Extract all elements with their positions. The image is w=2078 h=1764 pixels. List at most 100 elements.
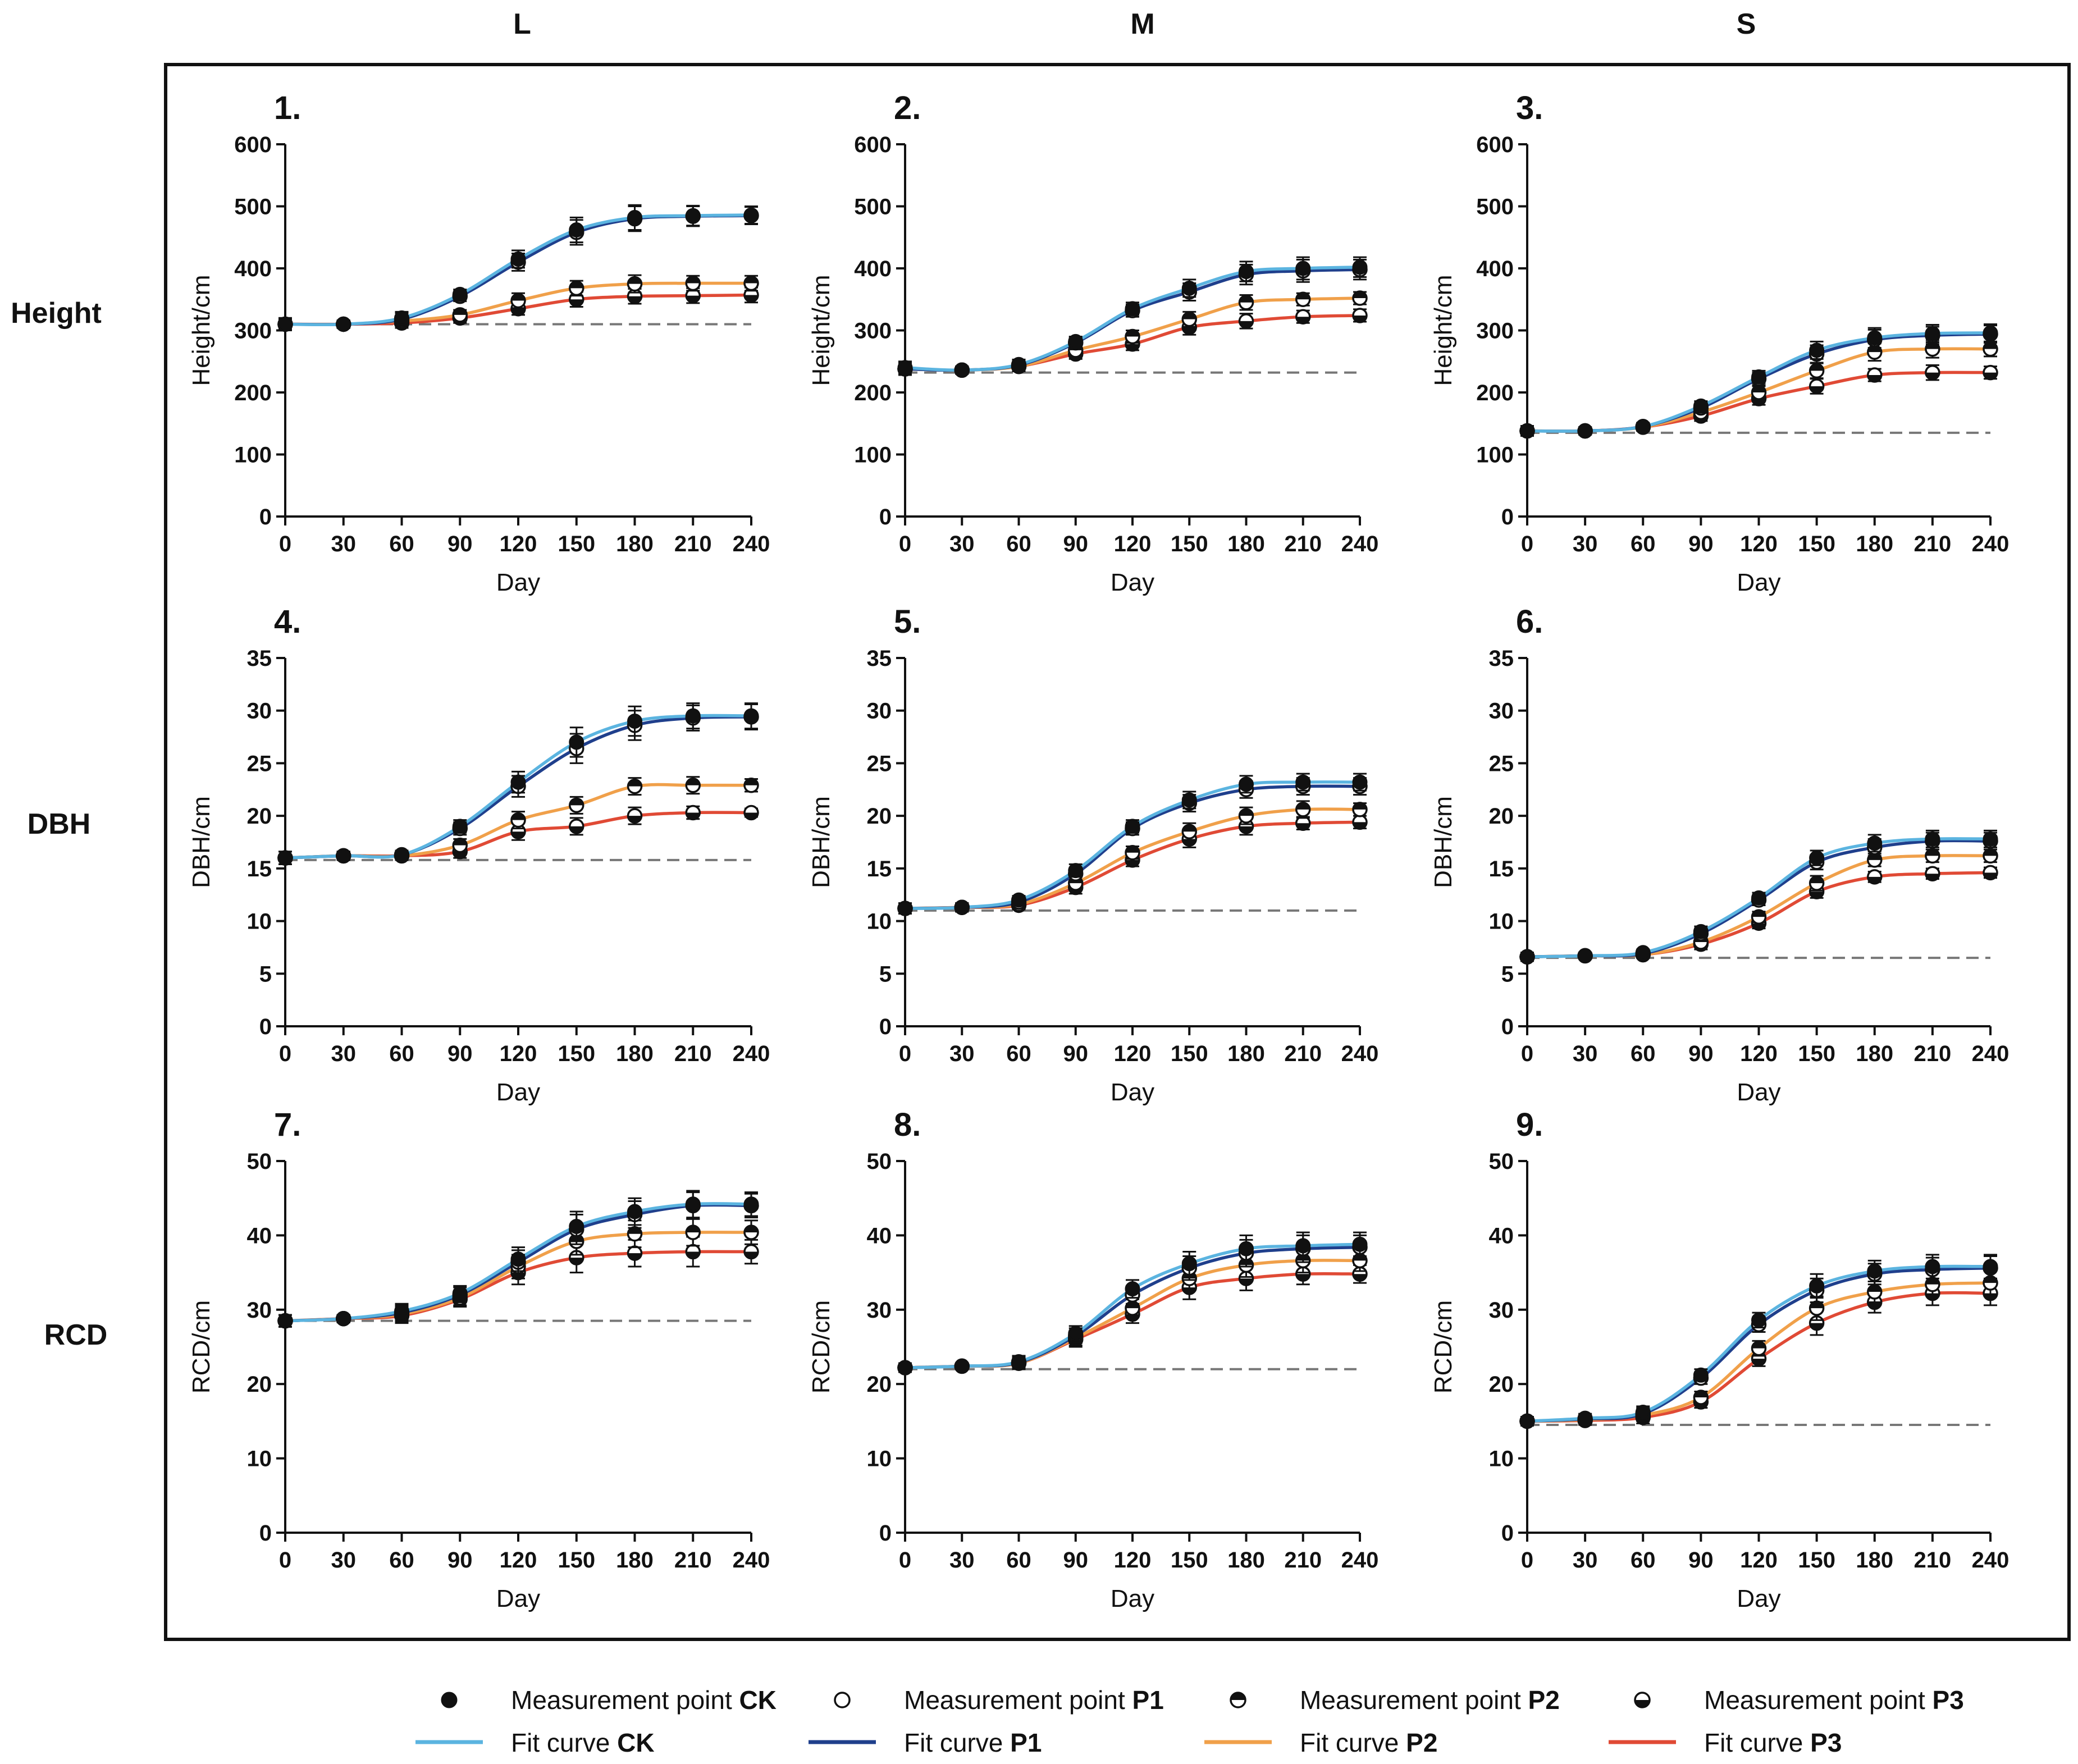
data-point-ck bbox=[336, 848, 351, 863]
x-tick-label: 210 bbox=[1914, 532, 1952, 556]
x-tick-label: 210 bbox=[674, 532, 712, 556]
legend-fit-label-p1: Fit curve P1 bbox=[904, 1728, 1042, 1757]
x-tick-label: 0 bbox=[899, 1041, 911, 1066]
x-tick-label: 120 bbox=[1114, 1548, 1152, 1573]
panel-number: 4. bbox=[274, 604, 301, 640]
legend-measurement-label-ck: Measurement point CK bbox=[511, 1685, 777, 1715]
x-tick-label: 90 bbox=[1063, 1041, 1089, 1066]
x-tick-label: 0 bbox=[899, 532, 911, 556]
panel-number: 5. bbox=[894, 604, 921, 640]
x-tick-label: 180 bbox=[1856, 1041, 1893, 1066]
data-point-ck bbox=[1519, 949, 1535, 965]
data-point-p2 bbox=[1751, 909, 1767, 925]
data-point-p3 bbox=[685, 1244, 701, 1260]
y-tick-label: 15 bbox=[867, 857, 892, 881]
column-titles: L M S bbox=[513, 8, 1756, 40]
figure-frame bbox=[164, 63, 2071, 1641]
y-axis-label: DBH/cm bbox=[1430, 796, 1457, 888]
x-tick-label: 60 bbox=[1006, 1041, 1031, 1066]
data-point-ck bbox=[1239, 776, 1254, 792]
panel-number: 7. bbox=[274, 1107, 301, 1143]
panel-number: 1. bbox=[274, 90, 301, 126]
data-point-p3 bbox=[1352, 308, 1368, 323]
data-point-ck bbox=[954, 362, 970, 378]
data-point-ck bbox=[1577, 423, 1593, 439]
x-tick-label: 30 bbox=[1573, 1548, 1598, 1573]
data-point-p2 bbox=[569, 280, 584, 296]
y-tick-label: 100 bbox=[234, 443, 272, 468]
legend-marker-p1 bbox=[834, 1692, 851, 1708]
data-point-p2 bbox=[510, 812, 526, 828]
data-point-ck bbox=[1983, 831, 1998, 847]
y-tick-label: 25 bbox=[867, 751, 892, 776]
data-point-p2 bbox=[627, 1226, 643, 1242]
data-point-ck bbox=[1693, 398, 1709, 414]
y-tick-label: 20 bbox=[867, 804, 892, 829]
x-tick-label: 120 bbox=[1740, 1548, 1778, 1573]
panel-number: 8. bbox=[894, 1107, 921, 1143]
data-point-p2 bbox=[1751, 385, 1767, 400]
data-point-ck bbox=[277, 1313, 293, 1329]
data-point-p2 bbox=[743, 778, 759, 793]
x-tick-label: 240 bbox=[1341, 1548, 1379, 1573]
legend-marker-ck bbox=[441, 1692, 458, 1708]
x-tick-label: 180 bbox=[1227, 1041, 1265, 1066]
y-tick-label: 35 bbox=[867, 646, 892, 671]
x-tick-label: 0 bbox=[279, 532, 291, 556]
legend-marker-p2 bbox=[1230, 1692, 1246, 1708]
x-tick-label: 240 bbox=[1972, 1041, 2010, 1066]
data-point-p2 bbox=[1238, 295, 1254, 310]
y-tick-label: 50 bbox=[867, 1149, 892, 1174]
x-tick-label: 150 bbox=[1798, 1041, 1835, 1066]
x-tick-label: 240 bbox=[733, 1548, 770, 1573]
x-tick-label: 90 bbox=[447, 532, 473, 556]
data-point-ck bbox=[1635, 419, 1651, 435]
x-tick-label: 60 bbox=[1006, 532, 1031, 556]
data-point-ck bbox=[1295, 1238, 1311, 1254]
data-point-ck bbox=[1635, 1405, 1651, 1420]
data-point-p3 bbox=[743, 805, 759, 821]
x-tick-label: 60 bbox=[1006, 1548, 1031, 1573]
panel-number: 9. bbox=[1516, 1107, 1543, 1143]
x-axis-label: Day bbox=[1111, 569, 1154, 596]
chart-panel-3: 3. 0 100 200 300 400 500 600 0 30 60 90 120 150 180 210… bbox=[1430, 90, 2009, 596]
x-tick-label: 210 bbox=[1914, 1548, 1952, 1573]
y-tick-label: 30 bbox=[1489, 699, 1514, 724]
chart-panel-5: 5. 0 5 10 15 20 25 30 35 0 30 60 90 120 150 180 210 240 Da… bbox=[807, 604, 1378, 1106]
y-tick-label: 40 bbox=[247, 1223, 272, 1248]
x-tick-label: 150 bbox=[558, 532, 595, 556]
data-point-ck bbox=[1693, 1367, 1709, 1383]
chart-panel-4: 4. 0 5 10 15 20 25 30 35 0 30 60 90 120 150 180 210 240 Da… bbox=[188, 604, 770, 1106]
data-point-p3 bbox=[743, 287, 759, 303]
data-point-ck bbox=[1867, 1263, 1883, 1279]
data-point-ck bbox=[1635, 945, 1651, 961]
data-point-ck bbox=[569, 222, 584, 237]
data-point-p2 bbox=[1238, 808, 1254, 824]
x-tick-label: 120 bbox=[500, 1548, 537, 1573]
x-tick-label: 210 bbox=[1284, 1548, 1322, 1573]
x-tick-label: 150 bbox=[1171, 1041, 1208, 1066]
x-tick-label: 60 bbox=[389, 1548, 414, 1573]
data-point-ck bbox=[685, 1196, 701, 1212]
y-axis-label: RCD/cm bbox=[1430, 1300, 1457, 1393]
y-tick-label: 600 bbox=[1476, 132, 1514, 157]
data-point-p2 bbox=[1352, 802, 1368, 817]
x-axis-label: Day bbox=[1737, 569, 1780, 596]
x-tick-label: 210 bbox=[1284, 1041, 1322, 1066]
data-point-p2 bbox=[1983, 848, 1998, 864]
data-point-ck bbox=[743, 207, 759, 223]
x-tick-label: 30 bbox=[331, 532, 357, 556]
data-point-ck bbox=[1751, 369, 1766, 385]
y-tick-label: 5 bbox=[259, 962, 272, 986]
y-tick-label: 300 bbox=[1476, 319, 1514, 344]
y-tick-label: 5 bbox=[879, 962, 892, 986]
x-tick-label: 210 bbox=[674, 1041, 712, 1066]
data-point-ck bbox=[336, 316, 351, 332]
data-point-p2 bbox=[569, 797, 584, 814]
x-tick-label: 180 bbox=[616, 532, 654, 556]
data-point-ck bbox=[1181, 792, 1197, 808]
data-point-p2 bbox=[1295, 802, 1311, 817]
x-tick-label: 180 bbox=[1856, 532, 1893, 556]
data-point-p2 bbox=[685, 1224, 701, 1240]
